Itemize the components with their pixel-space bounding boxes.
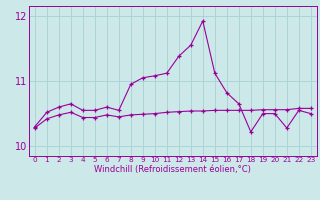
X-axis label: Windchill (Refroidissement éolien,°C): Windchill (Refroidissement éolien,°C) [94, 165, 251, 174]
